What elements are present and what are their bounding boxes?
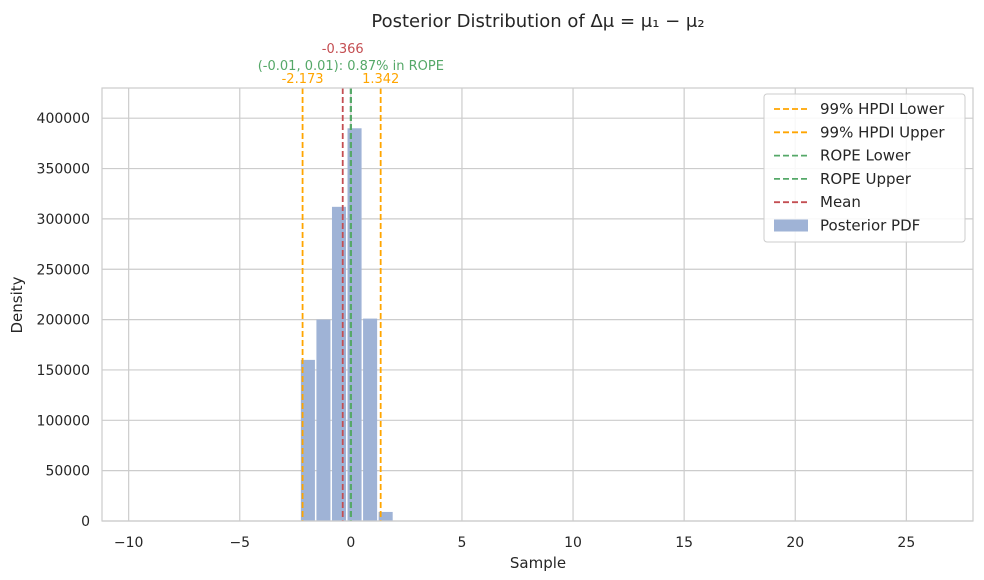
chart-title: Posterior Distribution of Δμ = μ₁ − μ₂ [371, 11, 704, 32]
x-tick-label: 10 [564, 535, 582, 551]
y-tick-label: 250000 [37, 262, 90, 278]
x-tick-label: 25 [897, 535, 915, 551]
legend-label: Posterior PDF [820, 217, 920, 235]
legend-label: ROPE Lower [820, 147, 911, 165]
histogram-bars [300, 128, 393, 522]
histogram-bar [347, 128, 362, 522]
y-axis-ticks: 0 50000 100000 150000 200000 250000 300000 3500… [37, 111, 90, 530]
hpdi-lower-annotation: -2.173 [282, 72, 324, 87]
histogram-bar [378, 511, 393, 521]
grid [102, 88, 973, 522]
legend-label: 99% HPDI Lower [820, 100, 945, 118]
y-tick-label: 100000 [37, 413, 90, 429]
legend: 99% HPDI Lower 99% HPDI Upper ROPE Lower RO… [763, 93, 966, 243]
histogram-bar [300, 359, 315, 521]
legend-label: 99% HPDI Upper [820, 123, 945, 141]
y-tick-label: 0 [81, 514, 90, 530]
x-tick-label: 20 [786, 535, 804, 551]
legend-label: Mean [820, 193, 861, 211]
legend-label: ROPE Upper [820, 170, 912, 188]
reference-lines [301, 88, 382, 521]
rope-annotation: (-0.01, 0.01): 0.87% in ROPE [258, 59, 444, 74]
hpdi-upper-annotation: 1.342 [362, 72, 399, 87]
legend-box [763, 93, 966, 243]
x-tick-label: −10 [114, 535, 144, 551]
x-tick-label: 15 [675, 535, 693, 551]
y-tick-label: 300000 [37, 212, 90, 228]
y-tick-label: 350000 [37, 162, 90, 178]
mean-annotation: -0.366 [322, 42, 364, 57]
legend-swatch [774, 219, 808, 232]
histogram-bar [363, 318, 378, 521]
x-tick-label: 0 [346, 535, 355, 551]
histogram-bar [331, 206, 347, 522]
y-axis-label: Density [8, 276, 26, 333]
y-tick-label: 200000 [37, 313, 90, 329]
x-axis-ticks: −10 −5 0 5 10 15 20 25 [114, 535, 915, 551]
y-tick-label: 50000 [45, 464, 90, 480]
x-axis-label: Sample [510, 554, 566, 572]
x-tick-label: −5 [229, 535, 250, 551]
y-tick-label: 400000 [37, 111, 90, 127]
plot-frame [101, 87, 974, 522]
line-annotations: -2.173 1.342(-0.01, 0.01): 0.87% in ROPE -… [258, 42, 444, 87]
histogram-bar [316, 319, 331, 521]
y-tick-label: 150000 [37, 363, 90, 379]
x-tick-label: 5 [457, 535, 466, 551]
